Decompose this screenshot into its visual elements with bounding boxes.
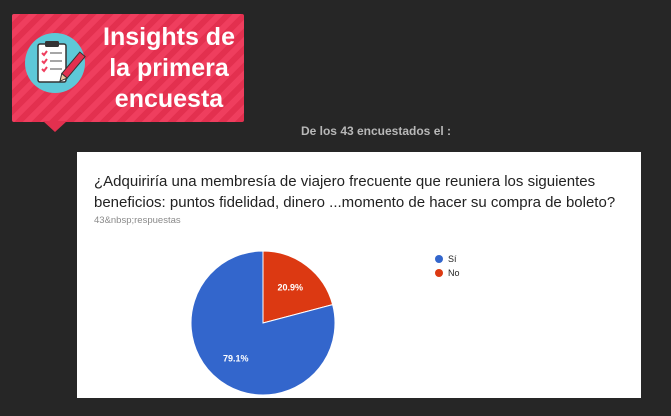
survey-result-card: ¿Adquiriría una membresía de viajero fre… bbox=[77, 152, 641, 398]
pie-chart: 20.9% 79.1% Sí No bbox=[190, 250, 460, 396]
badge-title: Insights de la primera encuesta bbox=[103, 23, 235, 113]
insights-badge: Insights de la primera encuesta bbox=[12, 14, 244, 122]
badge-tail bbox=[43, 121, 67, 132]
legend-label: Sí bbox=[448, 254, 457, 264]
pie-slice-label: 79.1% bbox=[223, 353, 249, 363]
clipboard-checklist-icon bbox=[25, 33, 86, 93]
pie-slice-label: 20.9% bbox=[277, 283, 303, 293]
legend-label: No bbox=[448, 268, 460, 278]
survey-subtitle: De los 43 encuestados el : bbox=[300, 124, 452, 138]
legend-swatch bbox=[435, 255, 443, 263]
response-count: 43&nbsp;respuestas bbox=[94, 215, 181, 226]
legend-swatch bbox=[435, 269, 443, 277]
pie-slice-s- bbox=[190, 250, 336, 396]
pie-slice-no bbox=[262, 250, 334, 324]
question-text: ¿Adquiriría una membresía de viajero fre… bbox=[94, 173, 616, 211]
